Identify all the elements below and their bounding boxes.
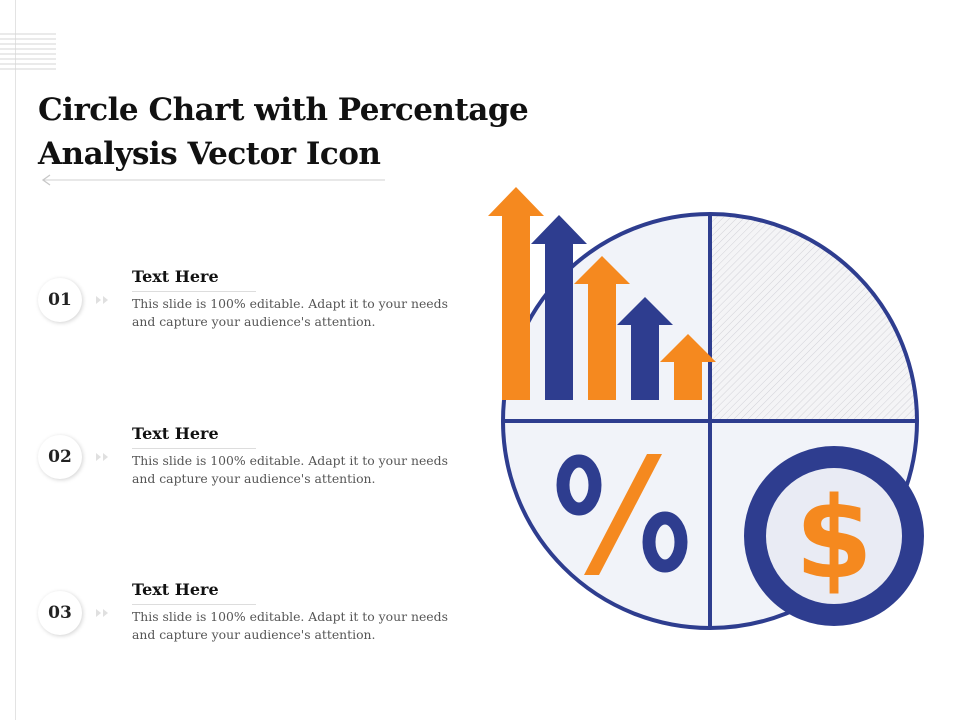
list-item-01: 01 Text Here This slide is 100% editable… — [38, 267, 468, 348]
double-chevron-icon — [96, 296, 108, 304]
item-description: This slide is 100% editable. Adapt it to… — [132, 609, 448, 642]
item-divider — [132, 448, 256, 449]
item-heading: Text Here — [132, 424, 219, 443]
item-heading: Text Here — [132, 580, 219, 599]
circle-chart-graphic: $ — [488, 187, 924, 630]
number-badge: 01 — [38, 278, 82, 322]
percent-icon — [556, 454, 688, 575]
double-chevron-icon — [96, 609, 108, 617]
up-arrows-icon — [488, 187, 716, 400]
item-description: This slide is 100% editable. Adapt it to… — [132, 296, 448, 329]
title-line-1: Circle Chart with Percentage — [38, 92, 529, 128]
number-badge: 02 — [38, 435, 82, 479]
slide-title: Circle Chart with Percentage Analysis Ve… — [38, 88, 558, 176]
dollar-symbol: $ — [795, 474, 873, 604]
list-item-02: 02 Text Here This slide is 100% editable… — [38, 424, 468, 505]
corner-stripes-decoration — [0, 33, 56, 70]
item-divider — [132, 291, 256, 292]
dollar-coin-icon: $ — [744, 446, 924, 626]
item-description: This slide is 100% editable. Adapt it to… — [132, 453, 448, 486]
left-border-line — [15, 0, 16, 720]
item-heading: Text Here — [132, 267, 219, 286]
double-chevron-icon — [96, 453, 108, 461]
item-divider — [132, 604, 256, 605]
title-line-2: Analysis Vector Icon — [38, 136, 381, 172]
title-underline-arrow — [41, 174, 385, 186]
list-item-03: 03 Text Here This slide is 100% editable… — [38, 580, 468, 661]
number-badge: 03 — [38, 591, 82, 635]
